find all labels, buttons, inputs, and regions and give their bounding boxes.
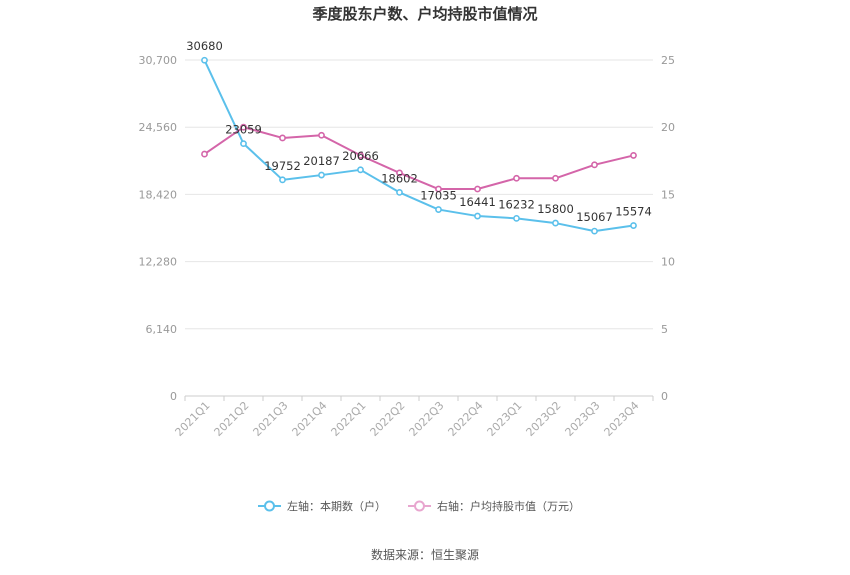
legend-label-series-2: 右轴：户均持股市值（万元） bbox=[437, 499, 580, 513]
x-axis-tick-label: 2022Q2 bbox=[368, 399, 408, 439]
legend: 左轴：本期数（户） 右轴：户均持股市值（万元） bbox=[258, 499, 580, 513]
left-axis-tick-label: 0 bbox=[170, 390, 177, 403]
x-axis-tick-label: 2022Q3 bbox=[407, 399, 447, 439]
data-label: 15574 bbox=[615, 205, 652, 219]
data-point-series-1[interactable] bbox=[513, 214, 520, 222]
legend-marker-series-2 bbox=[414, 500, 425, 512]
series bbox=[201, 56, 637, 235]
data-point-series-2[interactable] bbox=[201, 150, 208, 158]
right-axis-tick-label: 0 bbox=[661, 390, 668, 403]
x-axis-tick-label: 2021Q1 bbox=[173, 399, 213, 439]
x-axis-tick-label: 2022Q1 bbox=[329, 399, 369, 439]
data-point-series-2[interactable] bbox=[357, 152, 364, 159]
data-label: 23059 bbox=[225, 123, 262, 137]
legend-label-series-1: 左轴：本期数（户） bbox=[287, 499, 386, 513]
data-label: 15800 bbox=[537, 202, 574, 216]
data-point-series-2[interactable] bbox=[630, 152, 637, 159]
left-axis-tick-label: 18,420 bbox=[139, 188, 178, 201]
data-label: 19752 bbox=[264, 159, 301, 173]
left-axis-tick-label: 12,280 bbox=[139, 256, 178, 269]
series-line-1 bbox=[203, 59, 634, 233]
data-label: 16232 bbox=[498, 197, 535, 211]
source-note: 数据来源：恒生聚源 bbox=[371, 547, 479, 562]
data-point-series-1[interactable] bbox=[474, 212, 481, 220]
data-label: 18602 bbox=[381, 171, 418, 185]
right-axis-tick-label: 20 bbox=[661, 121, 675, 134]
x-axis-tick-label: 2023Q3 bbox=[563, 399, 603, 439]
data-point-series-1[interactable] bbox=[279, 176, 286, 184]
x-axis-tick-label: 2021Q4 bbox=[290, 399, 330, 439]
data-point-series-2[interactable] bbox=[318, 131, 325, 139]
data-point-series-2[interactable] bbox=[552, 174, 559, 182]
x-axis-tick-label: 2023Q4 bbox=[602, 399, 642, 439]
data-point-series-1[interactable] bbox=[630, 222, 637, 229]
data-point-series-2[interactable] bbox=[396, 169, 403, 177]
x-axis-tick-label: 2023Q2 bbox=[524, 399, 564, 439]
data-point-series-2[interactable] bbox=[240, 123, 247, 131]
data-point-series-1[interactable] bbox=[201, 56, 208, 64]
legend-item-series-2[interactable]: 右轴：户均持股市值（万元） bbox=[408, 499, 580, 513]
right-axis-tick-label: 15 bbox=[661, 188, 675, 201]
x-axis-tick-label: 2022Q4 bbox=[446, 399, 486, 439]
data-point-series-1[interactable] bbox=[240, 140, 247, 148]
data-point-series-1[interactable] bbox=[591, 227, 598, 235]
data-label: 17035 bbox=[420, 189, 457, 203]
data-point-series-2[interactable] bbox=[279, 134, 286, 142]
x-axis-tick-label: 2021Q3 bbox=[251, 399, 291, 439]
data-point-series-2[interactable] bbox=[474, 185, 481, 193]
data-point-series-2[interactable] bbox=[513, 174, 520, 182]
x-axis-tick-label: 2021Q2 bbox=[212, 399, 252, 439]
data-point-series-1[interactable] bbox=[396, 189, 403, 196]
right-axis-tick-label: 10 bbox=[661, 256, 675, 269]
right-axis-tick-label: 5 bbox=[661, 323, 668, 336]
data-point-series-2[interactable] bbox=[591, 161, 598, 169]
chart-title: 季度股东户数、户均持股市值情况 bbox=[312, 5, 537, 23]
data-point-series-1[interactable] bbox=[318, 171, 325, 179]
data-point-series-1[interactable] bbox=[435, 206, 442, 213]
data-label: 16441 bbox=[459, 195, 496, 209]
data-point-series-1[interactable] bbox=[552, 219, 559, 227]
left-axis-tick-label: 24,560 bbox=[139, 121, 178, 134]
data-label: 15067 bbox=[576, 210, 613, 224]
legend-item-series-1[interactable]: 左轴：本期数（户） bbox=[258, 499, 386, 513]
axes: 0 6,140 12,280 18,420 24,560 30,700 0 5 10 15 20 25… bbox=[139, 54, 676, 439]
data-label: 20666 bbox=[342, 149, 379, 163]
right-axis-tick-label: 25 bbox=[661, 54, 675, 67]
series-line-2 bbox=[203, 126, 634, 191]
legend-marker-series-1 bbox=[264, 500, 275, 512]
data-label: 30680 bbox=[186, 39, 223, 53]
left-axis-tick-label: 6,140 bbox=[146, 323, 178, 336]
x-axis-tick-label: 2023Q1 bbox=[485, 399, 525, 439]
data-point-series-2[interactable] bbox=[435, 185, 442, 193]
data-point-series-1[interactable] bbox=[357, 166, 364, 174]
left-axis-tick-label: 30,700 bbox=[139, 54, 178, 67]
data-label: 20187 bbox=[303, 154, 340, 168]
